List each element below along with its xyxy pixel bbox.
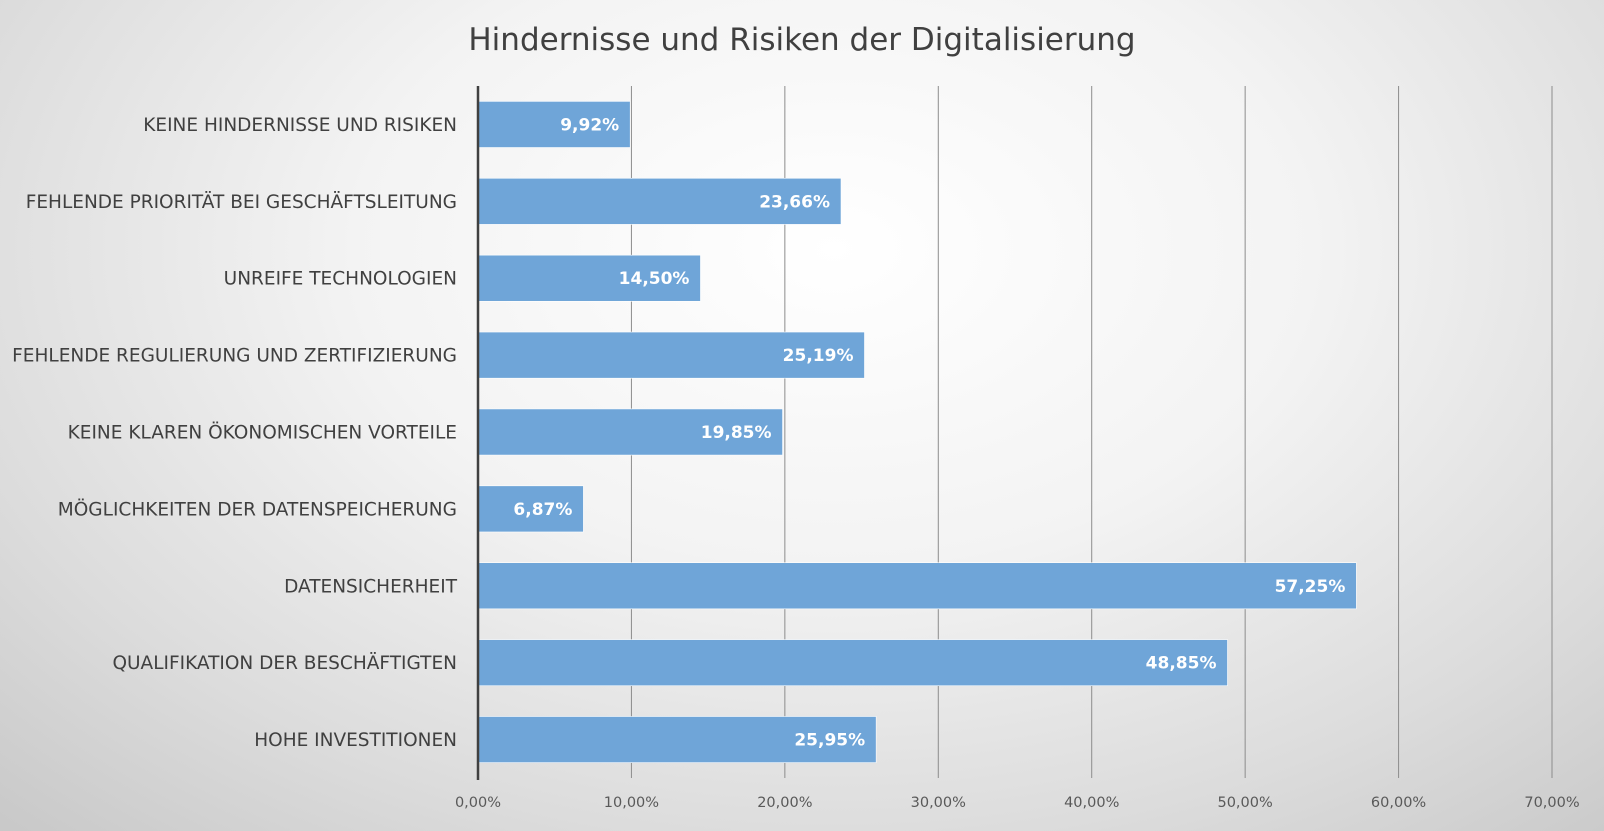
x-tick-label: 60,00%	[1371, 795, 1426, 811]
category-labels: KEINE HINDERNISSE UND RISIKEN FEHLENDE PR…	[12, 115, 458, 751]
data-label: 6,87%	[513, 500, 572, 520]
bar	[477, 485, 584, 533]
data-label: 48,85%	[1146, 654, 1217, 674]
chart-title: Hindernisse und Risiken der Digitalisier…	[468, 22, 1135, 58]
bars	[477, 101, 1357, 763]
x-tick-label: 40,00%	[1064, 795, 1119, 811]
data-label: 23,66%	[759, 192, 830, 212]
category-label: FEHLENDE PRIORITÄT BEI GESCHÄFTSLEITUNG	[26, 192, 457, 213]
category-label: KEINE HINDERNISSE UND RISIKEN	[143, 115, 457, 136]
bar	[477, 254, 701, 302]
x-tick-label: 70,00%	[1524, 795, 1579, 811]
bar	[477, 562, 1357, 610]
category-label: UNREIFE TECHNOLOGIEN	[224, 269, 457, 290]
data-labels: 9,92% 23,66% 14,50% 25,19% 19,85% 6,87% 57,25%…	[513, 115, 1345, 750]
bar	[477, 716, 877, 763]
x-tick-label: 0,00%	[455, 795, 501, 811]
x-tick-label: 30,00%	[911, 795, 966, 811]
x-tick-label: 10,00%	[604, 795, 659, 811]
category-label: HOHE INVESTITIONEN	[254, 730, 457, 751]
x-tick-label: 50,00%	[1217, 795, 1272, 811]
data-label: 57,25%	[1275, 577, 1346, 597]
bar	[477, 331, 865, 379]
data-label: 25,19%	[783, 346, 854, 366]
category-label: FEHLENDE REGULIERUNG UND ZERTIFIZIERUNG	[12, 346, 457, 367]
bar	[477, 177, 842, 225]
x-tick-labels: 0,00% 10,00% 20,00% 30,00% 40,00% 50,00% 60,00…	[455, 795, 1580, 811]
category-label: QUALIFIKATION DER BESCHÄFTIGTEN	[112, 653, 457, 674]
category-label: KEINE KLAREN ÖKONOMISCHEN VORTEILE	[68, 422, 457, 444]
bar	[477, 408, 783, 456]
bar	[477, 639, 1228, 687]
data-label: 9,92%	[560, 115, 619, 135]
category-label: MÖGLICHKEITEN DER DATENSPEICHERUNG	[58, 498, 457, 520]
data-label: 19,85%	[701, 423, 772, 443]
category-label: DATENSICHERHEIT	[284, 576, 458, 597]
x-tick-label: 20,00%	[757, 795, 812, 811]
data-label: 14,50%	[619, 269, 690, 289]
data-label: 25,95%	[794, 731, 865, 751]
